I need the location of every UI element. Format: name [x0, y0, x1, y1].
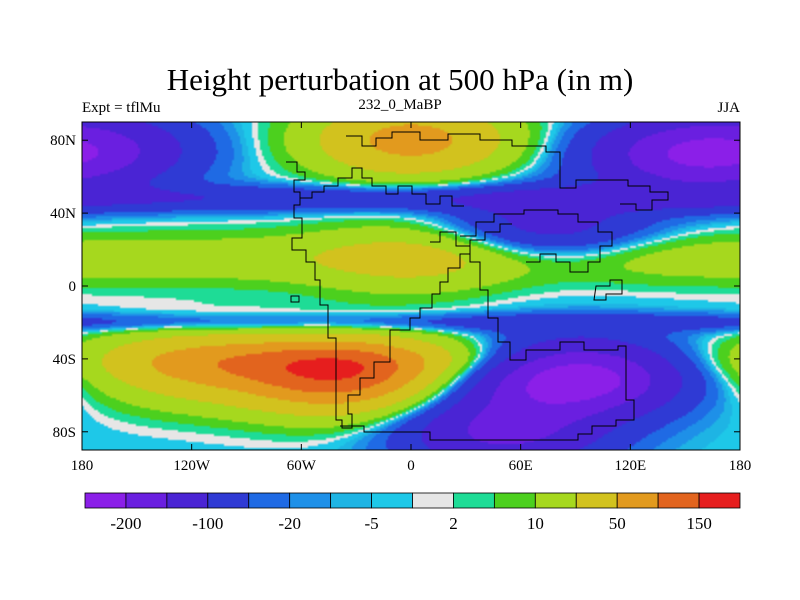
colorbar-swatch — [698, 492, 741, 509]
x-tick-label: 60E — [509, 458, 533, 474]
colorbar-label: -100 — [192, 514, 223, 533]
asia-interior-outline — [460, 209, 613, 273]
continent-outlines — [286, 131, 669, 441]
x-tick-label: 0 — [407, 458, 415, 474]
colorbar-swatch — [657, 492, 700, 509]
colorbar-swatch — [289, 492, 332, 509]
chart-title: Height perturbation at 500 hPa (in m) — [166, 62, 634, 97]
colorbar-swatch — [330, 492, 372, 509]
axis-ticks: 180 120W 60W 0 60E 120E 180 80N 40N 0 40S 80S — [50, 122, 751, 474]
colorbar-swatch — [84, 492, 127, 509]
x-tick-label: 180 — [71, 458, 94, 474]
colorbar-swatch — [493, 492, 536, 509]
season-label: JJA — [717, 100, 740, 116]
colorbar-swatch — [207, 492, 250, 509]
colorbar-label: -20 — [278, 514, 301, 533]
colorbar-swatch — [575, 492, 618, 509]
colorbar-label: -200 — [110, 514, 141, 533]
island-outline — [290, 295, 300, 303]
experiment-label: Expt = tflMu — [82, 100, 161, 116]
colorbar-label: -5 — [364, 514, 378, 533]
se-asia-outline — [593, 279, 623, 301]
x-tick-label: 120E — [614, 458, 646, 474]
colorbar-swatch — [412, 492, 454, 509]
colorbar-swatch — [371, 492, 413, 509]
colorbar-swatch — [453, 492, 495, 509]
colorbar-swatch — [166, 492, 209, 509]
x-tick-label: 60W — [287, 458, 317, 474]
y-tick-label: 80S — [53, 425, 76, 441]
colorbar-swatch — [616, 492, 659, 509]
eurasia-north-outline — [346, 131, 669, 211]
time-label: 232_0_MaBP — [358, 97, 442, 113]
colorbar-label: 10 — [527, 514, 544, 533]
americas-outline — [286, 161, 512, 429]
y-tick-label: 80N — [50, 133, 76, 149]
colorbar-swatch — [248, 492, 291, 509]
height-field-heatmap — [82, 122, 740, 450]
colorbar-label: 2 — [449, 514, 458, 533]
y-tick-label: 40N — [50, 206, 76, 222]
x-tick-label: 180 — [729, 458, 752, 474]
y-tick-label: 40S — [53, 352, 76, 368]
north-atlantic-outline — [300, 167, 464, 207]
colorbar-label: 150 — [686, 514, 712, 533]
africa-outline — [340, 231, 635, 441]
colorbar-swatch — [125, 492, 168, 509]
colorbar-label: 50 — [609, 514, 626, 533]
y-tick-label: 0 — [69, 279, 77, 295]
x-tick-label: 120W — [173, 458, 211, 474]
colorbar-swatch — [534, 492, 577, 509]
